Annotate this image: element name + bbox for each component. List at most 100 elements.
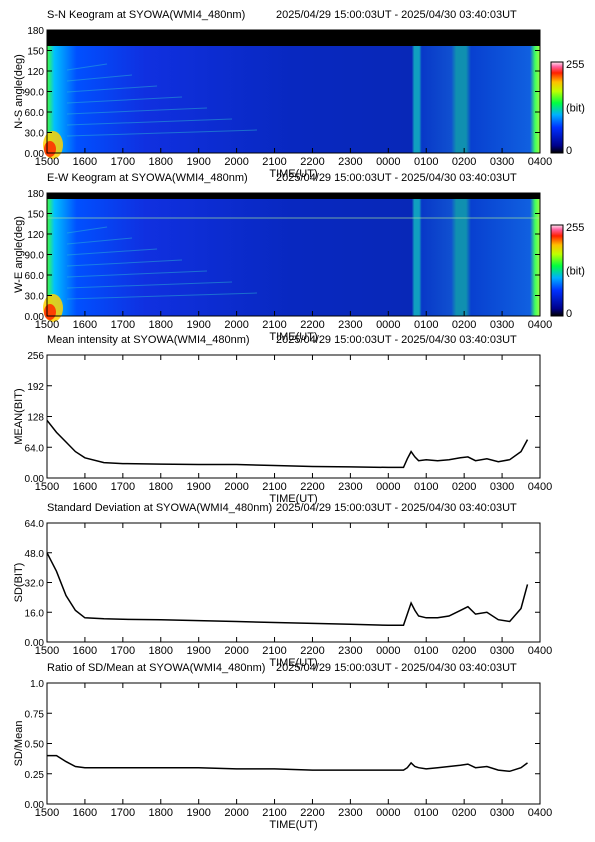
colorbar-max-label: 255 (566, 222, 584, 234)
keogram-bright-core (44, 304, 56, 320)
y-tick-label: 120 (27, 230, 44, 241)
y-tick-label: 150 (27, 210, 44, 221)
colorbar-min-label: 0 (566, 308, 572, 320)
x-tick-label: 0100 (414, 319, 438, 331)
panel-3: Mean intensity at SYOWA(WMI4_480nm) 2025/… (13, 334, 552, 505)
y-axis-label: SD(BIT) (13, 563, 25, 603)
x-tick-label: 0100 (414, 645, 438, 657)
keogram-streak (66, 226, 108, 234)
x-tick-label: 0100 (414, 481, 438, 493)
x-axis-label: TIME(UT) (269, 331, 317, 343)
x-tick-label: 1500 (35, 319, 59, 331)
y-tick-label: 64.0 (25, 519, 45, 530)
keogram-streak (66, 63, 108, 71)
panel-subtitle: 2025/04/29 15:00:03UT - 2025/04/30 03:40… (276, 502, 517, 514)
x-tick-label: 0300 (490, 481, 514, 493)
colorbar-min-label: 0 (566, 145, 572, 157)
panel-1: S-N Keogram at SYOWA(WMI4_480nm) 2025/04/… (13, 9, 585, 180)
panel-title: Mean intensity at SYOWA(WMI4_480nm) (47, 334, 250, 346)
x-tick-label: 0300 (490, 156, 514, 168)
x-tick-label: 0200 (452, 481, 476, 493)
colorbar-unit-label: (bit) (566, 266, 585, 278)
colorbar (550, 224, 564, 317)
y-tick-label: 120 (27, 67, 44, 78)
y-tick-label: 0.00 (25, 312, 45, 323)
keogram-streak (66, 248, 158, 256)
x-tick-label: 2200 (300, 807, 324, 819)
x-tick-label: 0000 (376, 319, 400, 331)
x-tick-label: 1800 (149, 319, 173, 331)
y-tick-label: 180 (27, 189, 44, 200)
y-tick-label: 256 (27, 351, 44, 362)
x-tick-label: 1800 (149, 156, 173, 168)
x-tick-label: 1500 (35, 481, 59, 493)
keogram-streak (66, 74, 133, 82)
x-tick-label: 2300 (338, 156, 362, 168)
keogram-streak (66, 281, 233, 289)
x-tick-label: 1700 (111, 481, 135, 493)
x-tick-label: 2000 (224, 807, 248, 819)
panel-5: Ratio of SD/Mean at SYOWA(WMI4_480nm) 202… (13, 662, 552, 831)
y-tick-label: 90.0 (25, 88, 45, 99)
x-tick-label: 2200 (300, 481, 324, 493)
x-tick-label: 2200 (300, 156, 324, 168)
x-tick-label: 2100 (262, 319, 286, 331)
plot-frame (46, 682, 541, 805)
keogram-streak (66, 259, 183, 267)
keogram-streak (66, 292, 258, 300)
x-tick-label: 2100 (262, 156, 286, 168)
x-tick-label: 1700 (111, 156, 135, 168)
x-tick-label: 0200 (452, 319, 476, 331)
panel-subtitle: 2025/04/29 15:00:03UT - 2025/04/30 03:40… (276, 9, 517, 21)
panel-title: S-N Keogram at SYOWA(WMI4_480nm) (47, 9, 245, 21)
keogram-streak (66, 107, 208, 115)
series-line (46, 419, 529, 469)
x-tick-label: 2100 (262, 807, 286, 819)
y-tick-label: 90.0 (25, 251, 45, 262)
panel-title: Ratio of SD/Mean at SYOWA(WMI4_480nm) (47, 662, 265, 674)
x-tick-label: 1600 (73, 156, 97, 168)
x-tick-label: 2000 (224, 645, 248, 657)
x-tick-label: 2100 (262, 481, 286, 493)
keogram-image (47, 30, 540, 153)
keogram-mask-band (47, 30, 540, 46)
y-tick-label: 0.50 (25, 740, 45, 751)
y-axis-label: W-E angle(deg) (13, 216, 25, 293)
x-tick-label: 1700 (111, 645, 135, 657)
x-tick-label: 1600 (73, 807, 97, 819)
x-tick-label: 0000 (376, 481, 400, 493)
y-tick-label: 150 (27, 47, 44, 58)
x-tick-label: 1600 (73, 481, 97, 493)
keogram-image (47, 193, 540, 316)
panel-subtitle: 2025/04/29 15:00:03UT - 2025/04/30 03:40… (276, 172, 517, 184)
x-tick-label: 2300 (338, 481, 362, 493)
x-tick-label: 1900 (186, 156, 210, 168)
x-tick-label: 0000 (376, 645, 400, 657)
x-tick-label: 0000 (376, 156, 400, 168)
plot-frame (46, 354, 541, 479)
y-tick-label: 128 (27, 413, 44, 424)
plot-frame (46, 522, 541, 643)
x-tick-label: 0400 (528, 481, 552, 493)
keogram-streak (66, 129, 258, 137)
y-tick-label: 64.0 (25, 443, 45, 454)
x-tick-label: 0400 (528, 807, 552, 819)
x-tick-label: 1500 (35, 807, 59, 819)
x-tick-label: 2300 (338, 807, 362, 819)
y-tick-label: 30.0 (25, 292, 45, 303)
y-tick-label: 1.0 (30, 679, 44, 690)
colorbar (550, 61, 564, 154)
x-tick-label: 1900 (186, 481, 210, 493)
y-tick-label: 0.00 (25, 800, 45, 811)
panel-4: Standard Deviation at SYOWA(WMI4_480nm) 2… (13, 502, 552, 669)
x-tick-label: 1500 (35, 645, 59, 657)
y-axis-label: MEAN(BIT) (13, 388, 25, 444)
keogram-mask-band (47, 193, 540, 199)
y-tick-label: 60.0 (25, 271, 45, 282)
y-tick-label: 0.75 (25, 709, 45, 720)
x-tick-label: 0300 (490, 645, 514, 657)
x-tick-label: 1900 (186, 807, 210, 819)
y-axis-label: N-S angle(deg) (13, 54, 25, 129)
x-tick-label: 2000 (224, 319, 248, 331)
